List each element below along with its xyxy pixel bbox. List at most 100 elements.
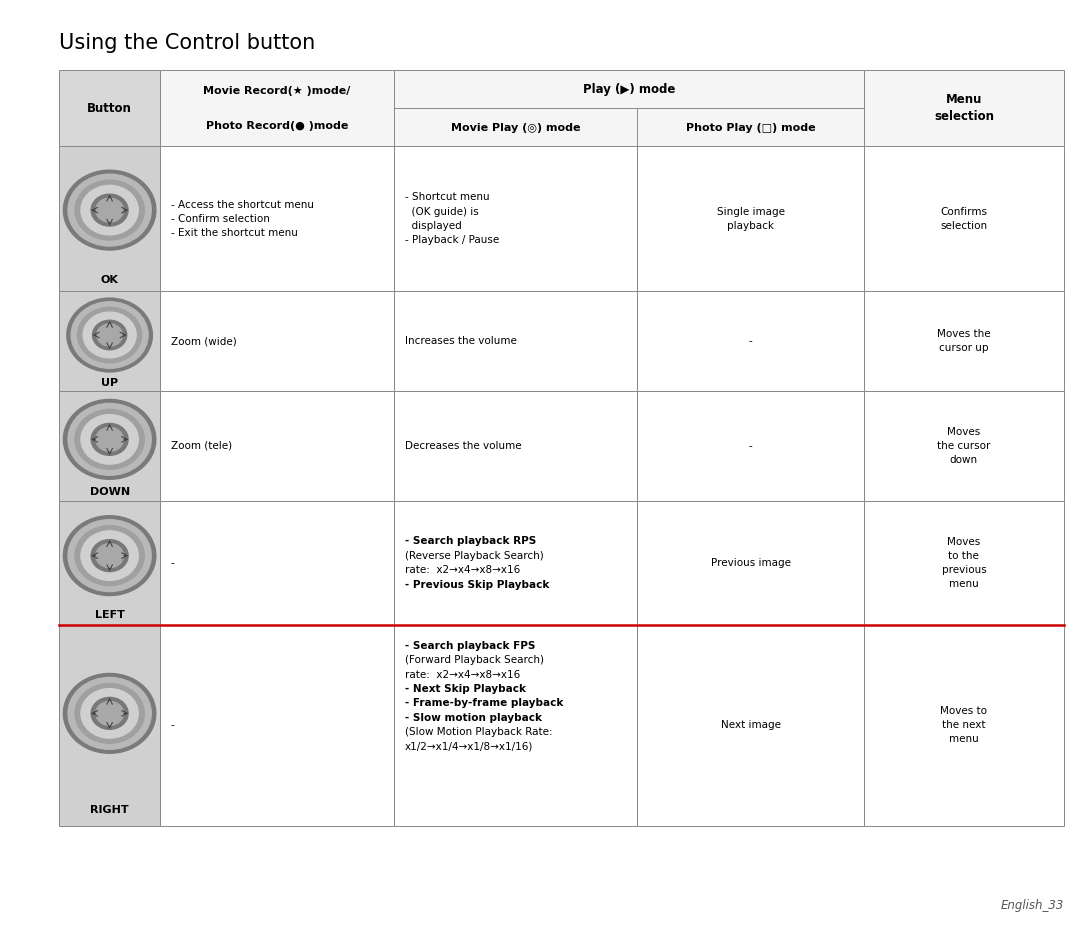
Bar xyxy=(394,291,637,391)
Text: - Shortcut menu: - Shortcut menu xyxy=(405,192,489,202)
Text: - Frame-by-frame playback: - Frame-by-frame playback xyxy=(405,699,564,708)
Bar xyxy=(59,291,160,391)
Bar xyxy=(637,291,864,391)
Bar xyxy=(59,146,160,291)
Bar xyxy=(59,70,160,146)
Bar xyxy=(864,391,1064,501)
Text: (Slow Motion Playback Rate:: (Slow Motion Playback Rate: xyxy=(405,728,553,737)
Bar xyxy=(394,146,637,291)
Circle shape xyxy=(81,186,138,235)
Bar xyxy=(59,501,160,625)
Text: - Search playback RPS: - Search playback RPS xyxy=(405,536,537,547)
Text: Decreases the volume: Decreases the volume xyxy=(405,441,522,451)
Text: Next image: Next image xyxy=(720,720,781,731)
Bar xyxy=(864,625,1064,826)
Text: Moves the
cursor up: Moves the cursor up xyxy=(937,329,990,353)
Text: English_33: English_33 xyxy=(1000,899,1064,912)
Circle shape xyxy=(64,674,156,753)
Circle shape xyxy=(75,180,145,240)
Bar xyxy=(394,625,637,826)
Text: rate:  x2→x4→x8→x16: rate: x2→x4→x8→x16 xyxy=(405,565,521,576)
Text: -: - xyxy=(171,558,174,568)
Circle shape xyxy=(78,307,141,363)
Circle shape xyxy=(67,298,152,372)
Bar xyxy=(160,291,394,391)
Text: Moves
the cursor
down: Moves the cursor down xyxy=(937,427,990,465)
Circle shape xyxy=(91,697,129,730)
Text: Movie Record(★ )mode/: Movie Record(★ )mode/ xyxy=(203,86,351,95)
Text: UP: UP xyxy=(102,378,118,388)
Text: OK: OK xyxy=(100,274,119,285)
Bar xyxy=(637,625,864,826)
Bar xyxy=(160,146,394,291)
Text: RIGHT: RIGHT xyxy=(91,804,129,815)
Bar xyxy=(394,501,637,625)
Text: displayed: displayed xyxy=(405,221,462,231)
Text: (Reverse Playback Search): (Reverse Playback Search) xyxy=(405,550,543,561)
Bar xyxy=(864,146,1064,291)
Bar xyxy=(637,146,864,291)
Circle shape xyxy=(68,174,151,246)
Circle shape xyxy=(81,531,138,580)
Text: Moves to
the next
menu: Moves to the next menu xyxy=(941,706,987,745)
Bar xyxy=(59,625,160,826)
Circle shape xyxy=(68,677,151,749)
Circle shape xyxy=(68,520,151,592)
Bar xyxy=(394,391,637,501)
Text: (OK guide) is: (OK guide) is xyxy=(405,206,478,216)
Bar xyxy=(59,391,160,501)
Text: x1/2→x1/4→x1/8→x1/16): x1/2→x1/4→x1/8→x1/16) xyxy=(405,742,534,752)
Circle shape xyxy=(91,539,129,572)
Bar xyxy=(160,70,394,146)
Circle shape xyxy=(64,516,156,595)
Text: Menu
selection: Menu selection xyxy=(934,93,994,123)
Text: - Search playback FPS: - Search playback FPS xyxy=(405,641,536,650)
Circle shape xyxy=(75,684,145,744)
Text: -: - xyxy=(171,720,174,731)
Circle shape xyxy=(64,399,156,480)
Text: - Playback / Pause: - Playback / Pause xyxy=(405,235,499,245)
Circle shape xyxy=(81,414,138,464)
Text: Moves
to the
previous
menu: Moves to the previous menu xyxy=(942,537,986,589)
Circle shape xyxy=(96,702,123,725)
Bar xyxy=(864,291,1064,391)
Text: Play (▶) mode: Play (▶) mode xyxy=(583,83,675,96)
Bar xyxy=(637,501,864,625)
Text: - Next Skip Playback: - Next Skip Playback xyxy=(405,684,526,694)
Bar xyxy=(864,501,1064,625)
Bar xyxy=(160,391,394,501)
Text: -: - xyxy=(748,441,753,451)
Circle shape xyxy=(96,198,123,222)
Text: -: - xyxy=(748,336,753,346)
Text: Single image
playback: Single image playback xyxy=(717,207,784,230)
Text: - Previous Skip Playback: - Previous Skip Playback xyxy=(405,579,550,590)
Circle shape xyxy=(91,194,129,226)
Circle shape xyxy=(96,544,123,567)
Text: DOWN: DOWN xyxy=(90,487,130,497)
Text: Zoom (tele): Zoom (tele) xyxy=(171,441,232,451)
Circle shape xyxy=(81,689,138,738)
Text: rate:  x2→x4→x8→x16: rate: x2→x4→x8→x16 xyxy=(405,670,521,679)
Text: Using the Control button: Using the Control button xyxy=(59,33,315,52)
Text: Confirms
selection: Confirms selection xyxy=(941,207,987,230)
Bar xyxy=(394,70,864,146)
Circle shape xyxy=(71,301,148,369)
Text: Button: Button xyxy=(87,102,132,115)
Circle shape xyxy=(68,403,151,475)
Circle shape xyxy=(97,324,122,346)
Text: - Slow motion playback: - Slow motion playback xyxy=(405,713,542,723)
Text: Photo Play (□) mode: Photo Play (□) mode xyxy=(686,123,815,132)
Circle shape xyxy=(96,427,123,452)
Circle shape xyxy=(75,410,145,469)
Text: Increases the volume: Increases the volume xyxy=(405,336,517,346)
Text: Movie Play (◎) mode: Movie Play (◎) mode xyxy=(451,123,580,132)
Text: Photo Record(● )mode: Photo Record(● )mode xyxy=(206,121,348,131)
Circle shape xyxy=(64,170,156,250)
Text: LEFT: LEFT xyxy=(95,610,124,620)
Bar xyxy=(637,391,864,501)
Text: Zoom (wide): Zoom (wide) xyxy=(171,336,237,346)
Text: (Forward Playback Search): (Forward Playback Search) xyxy=(405,655,544,665)
Bar xyxy=(160,625,394,826)
Text: Previous image: Previous image xyxy=(711,558,791,568)
Circle shape xyxy=(93,320,126,350)
